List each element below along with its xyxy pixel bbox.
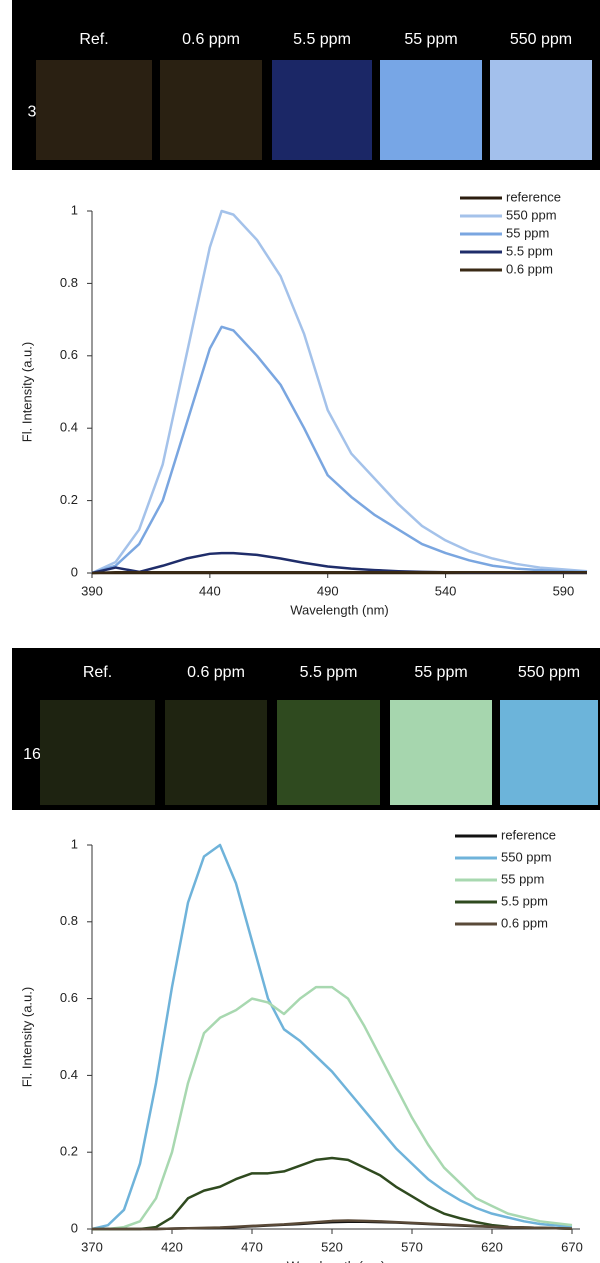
x-axis-title: Wavelength (nm) — [287, 1258, 386, 1263]
series-line — [92, 1156, 573, 1231]
x-tick-label: 590 — [553, 583, 575, 598]
y-tick-label: 0.8 — [60, 913, 78, 928]
sample-label: 0.6 ppm — [182, 31, 240, 48]
y-tick-label: 0.4 — [60, 420, 78, 435]
y-tick-label: 0.4 — [60, 1067, 78, 1082]
sample-label: 0.6 ppm — [187, 664, 245, 681]
x-tick-label: 420 — [161, 1239, 183, 1254]
sample-swatch — [490, 60, 592, 160]
sample-label: Ref. — [83, 664, 112, 681]
y-axis-title: Fl. Intensity (a.u.) — [19, 342, 34, 442]
panel-number: 16 — [23, 746, 41, 763]
sample-swatch — [380, 60, 482, 160]
series-line — [92, 1219, 573, 1231]
legend-label: 5.5 ppm — [506, 243, 553, 258]
series-line — [91, 843, 573, 1231]
x-tick-label: 670 — [561, 1239, 583, 1254]
series-line — [92, 985, 573, 1231]
y-tick-label: 0.6 — [60, 347, 78, 362]
x-tick-label: 370 — [81, 1239, 103, 1254]
x-tick-label: 540 — [435, 583, 457, 598]
sample-swatch — [390, 700, 492, 805]
sample-label: 550 ppm — [518, 664, 580, 681]
legend-label: 0.6 ppm — [506, 261, 553, 276]
legend-label: reference — [506, 189, 561, 204]
y-tick-label: 0.8 — [60, 275, 78, 290]
sample-swatch — [277, 700, 380, 805]
y-tick-label: 0.6 — [60, 990, 78, 1005]
series-line — [91, 209, 588, 575]
sample-swatch — [272, 60, 372, 160]
x-tick-label: 440 — [199, 583, 221, 598]
y-tick-label: 0.2 — [60, 1144, 78, 1159]
sample-swatch — [40, 700, 155, 805]
legend-label: 0.6 ppm — [501, 915, 548, 930]
sample-label: 550 ppm — [510, 31, 572, 48]
legend-label: 55 ppm — [506, 225, 549, 240]
y-tick-label: 1 — [71, 202, 78, 217]
y-tick-label: 0 — [71, 564, 78, 579]
legend-label: 5.5 ppm — [501, 893, 548, 908]
x-tick-label: 520 — [321, 1239, 343, 1254]
x-tick-label: 490 — [317, 583, 339, 598]
y-tick-label: 1 — [71, 836, 78, 851]
x-tick-label: 470 — [241, 1239, 263, 1254]
legend-label: 550 ppm — [501, 849, 552, 864]
x-tick-label: 570 — [401, 1239, 423, 1254]
y-tick-label: 0 — [71, 1220, 78, 1235]
x-tick-label: 620 — [481, 1239, 503, 1254]
x-tick-label: 390 — [81, 583, 103, 598]
sample-swatch — [500, 700, 598, 805]
legend-label: 55 ppm — [501, 871, 544, 886]
sample-label: 55 ppm — [404, 31, 457, 48]
sample-swatch — [36, 60, 152, 160]
sample-label: 5.5 ppm — [300, 664, 358, 681]
x-axis-title: Wavelength (nm) — [290, 602, 389, 617]
sample-label: 5.5 ppm — [293, 31, 351, 48]
series-line — [91, 325, 588, 575]
legend-label: reference — [501, 827, 556, 842]
panel-number: 3 — [28, 103, 37, 120]
y-tick-label: 0.2 — [60, 492, 78, 507]
sample-label: 55 ppm — [414, 664, 467, 681]
sample-swatch — [165, 700, 267, 805]
y-axis-title: Fl. Intensity (a.u.) — [19, 987, 34, 1087]
sample-swatch — [160, 60, 262, 160]
sample-label: Ref. — [79, 31, 108, 48]
series-line — [91, 571, 587, 575]
legend-label: 550 ppm — [506, 207, 557, 222]
